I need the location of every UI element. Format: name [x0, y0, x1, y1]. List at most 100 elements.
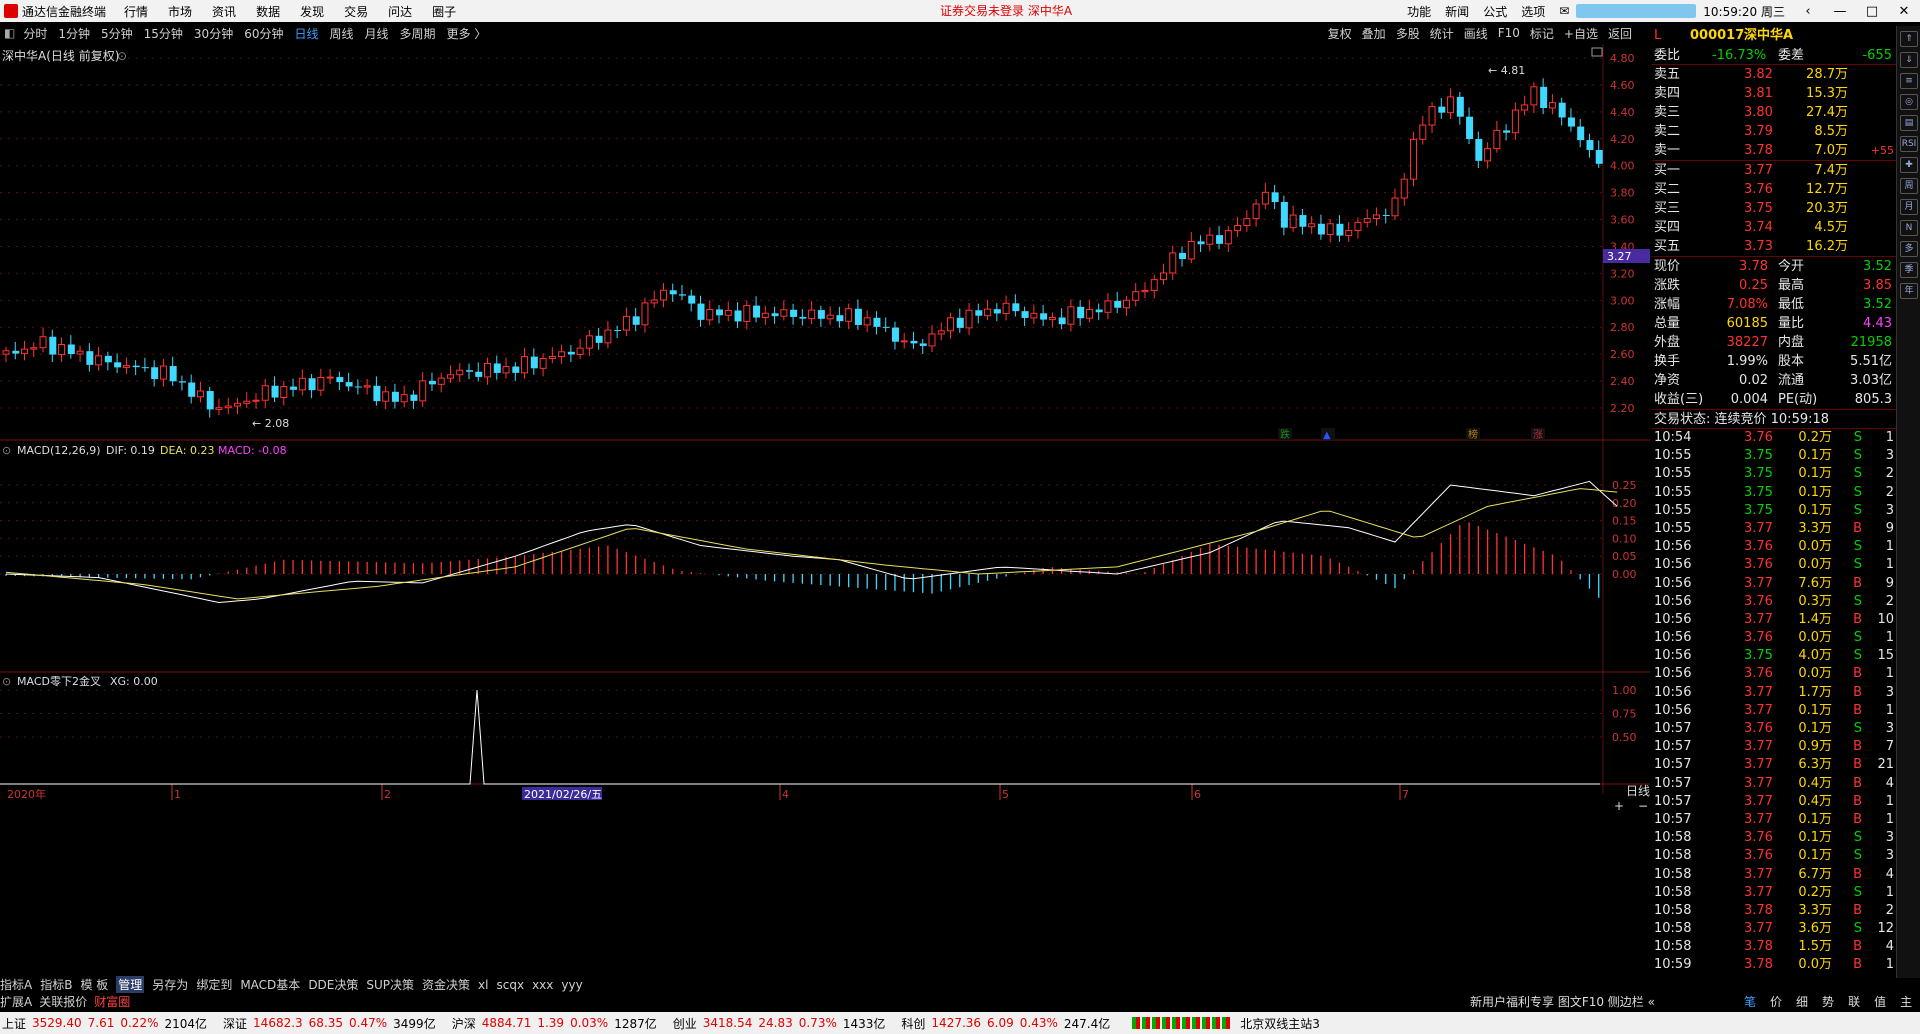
- candle-body: [196, 390, 204, 398]
- candle-body: [817, 310, 825, 319]
- title-formula[interactable]: 公式: [1483, 4, 1508, 19]
- clock: 10:59:20 周三: [1703, 4, 1785, 19]
- candle-body: [1002, 302, 1010, 314]
- candle-body: [493, 363, 501, 373]
- menu-item[interactable]: 数据: [256, 4, 281, 19]
- candle-body: [21, 348, 29, 355]
- candle-body: [1289, 214, 1297, 229]
- menu-item[interactable]: 问达: [388, 4, 413, 19]
- period-tab-more[interactable]: 更多 〉: [446, 26, 487, 41]
- back-icon[interactable]: ‹: [1805, 3, 1811, 19]
- tool-draw[interactable]: 画线: [1463, 26, 1488, 41]
- candle-body: [975, 310, 983, 316]
- candle-body: [1224, 230, 1232, 245]
- menu-item[interactable]: 市场: [168, 4, 193, 19]
- candle-body: [354, 386, 362, 388]
- candle-body: [437, 377, 445, 385]
- candle-body: [1048, 316, 1056, 321]
- title-news[interactable]: 新闻: [1445, 4, 1470, 19]
- period-tab[interactable]: 多周期: [399, 26, 436, 41]
- macd-tick: 0.05: [1612, 550, 1637, 563]
- login-notice[interactable]: 证券交易未登录 深中华A: [940, 4, 1073, 18]
- candle-body: [58, 343, 66, 356]
- candle-body: [539, 358, 547, 369]
- price-tick: 4.80: [1610, 52, 1635, 65]
- minimize-icon[interactable]: —: [1833, 3, 1847, 19]
- price-tick: 4.60: [1610, 79, 1635, 92]
- title-options[interactable]: 选项: [1521, 4, 1546, 19]
- period-tab[interactable]: 15分钟: [143, 26, 183, 41]
- candle-body: [919, 343, 927, 346]
- period-tab[interactable]: 月线: [364, 26, 389, 41]
- candle-body: [151, 367, 159, 380]
- macd-tick: 0.25: [1612, 479, 1637, 492]
- price-tick: 3.00: [1610, 294, 1635, 307]
- menu-item[interactable]: 发现: [300, 4, 325, 19]
- tool-back[interactable]: 返回: [1607, 26, 1632, 41]
- price-tick: 4.40: [1610, 106, 1635, 119]
- signal-tick: 1.00: [1612, 684, 1637, 697]
- menu-item[interactable]: 交易: [344, 4, 369, 19]
- menu-item[interactable]: 行情: [124, 4, 149, 19]
- candle-body: [373, 385, 381, 402]
- candle-body: [391, 391, 399, 402]
- candle-body: [122, 365, 130, 368]
- period-tab[interactable]: 1分钟: [58, 26, 90, 41]
- candle-body: [1021, 311, 1029, 318]
- candle-body: [669, 290, 677, 295]
- candle-body: [2, 350, 10, 355]
- account-box[interactable]: [1576, 4, 1697, 18]
- period-tab[interactable]: 5分钟: [101, 26, 133, 41]
- period-tab[interactable]: 周线: [329, 26, 354, 41]
- tool-add-favorite[interactable]: +自选: [1563, 26, 1598, 41]
- candle-body: [76, 350, 84, 355]
- candle-body: [808, 309, 816, 320]
- title-func[interactable]: 功能: [1407, 4, 1432, 19]
- candle-body: [826, 314, 834, 320]
- candle-body: [622, 315, 630, 331]
- candle-body: [965, 309, 973, 329]
- close-icon[interactable]: ✕: [1898, 3, 1910, 19]
- candle-body: [585, 335, 593, 349]
- period-tab[interactable]: 30分钟: [193, 26, 234, 41]
- tool-stats[interactable]: 统计: [1429, 26, 1454, 41]
- candle-body: [697, 303, 705, 320]
- menu-item[interactable]: 圈子: [432, 4, 457, 19]
- period-toolbar: ◧ 分时 1分钟 5分钟 15分钟 30分钟 60分钟 日线 周线 月线 多周期…: [0, 22, 1650, 44]
- kline-chart[interactable]: 4.804.604.404.204.003.803.603.403.203.00…: [0, 44, 1650, 978]
- candle-body: [1234, 225, 1242, 232]
- candle-body: [1077, 306, 1085, 319]
- tool-multi[interactable]: 多股: [1395, 26, 1420, 41]
- layout-toggle-icon[interactable]: ◧: [4, 26, 16, 40]
- maximize-icon[interactable]: □: [1865, 3, 1879, 19]
- mail-icon[interactable]: ✉: [1559, 4, 1570, 18]
- price-tick: 4.20: [1610, 133, 1635, 146]
- tool-adjust[interactable]: 复权: [1327, 26, 1352, 41]
- period-tab[interactable]: 60分钟: [244, 26, 284, 41]
- menu-item[interactable]: 资讯: [212, 4, 237, 19]
- price-tick: 3.60: [1610, 214, 1635, 227]
- candle-body: [947, 317, 955, 332]
- candle-body: [456, 369, 464, 376]
- tool-mark[interactable]: 标记: [1529, 26, 1554, 41]
- date-tick: 5: [1002, 788, 1009, 801]
- candle-body: [1095, 309, 1103, 313]
- candle-body: [475, 371, 483, 377]
- date-tick: 2020年: [7, 787, 46, 801]
- date-tick: 6: [1194, 788, 1201, 801]
- tool-overlay[interactable]: 叠加: [1361, 26, 1386, 41]
- period-tab[interactable]: 分时: [23, 26, 48, 41]
- candle-body: [1104, 300, 1112, 313]
- candle-body: [548, 355, 556, 360]
- candle-body: [604, 329, 612, 344]
- price-tick: 2.80: [1610, 321, 1635, 334]
- price-tick: 3.20: [1610, 267, 1635, 280]
- candle-body: [993, 309, 1001, 314]
- candle-body: [761, 312, 769, 319]
- candle-body: [336, 377, 344, 383]
- period-tab-daily[interactable]: 日线: [294, 26, 319, 41]
- candle-body: [280, 386, 288, 399]
- candle-body: [1252, 203, 1260, 220]
- tool-f10[interactable]: F10: [1497, 26, 1520, 40]
- candle-body: [1040, 313, 1048, 320]
